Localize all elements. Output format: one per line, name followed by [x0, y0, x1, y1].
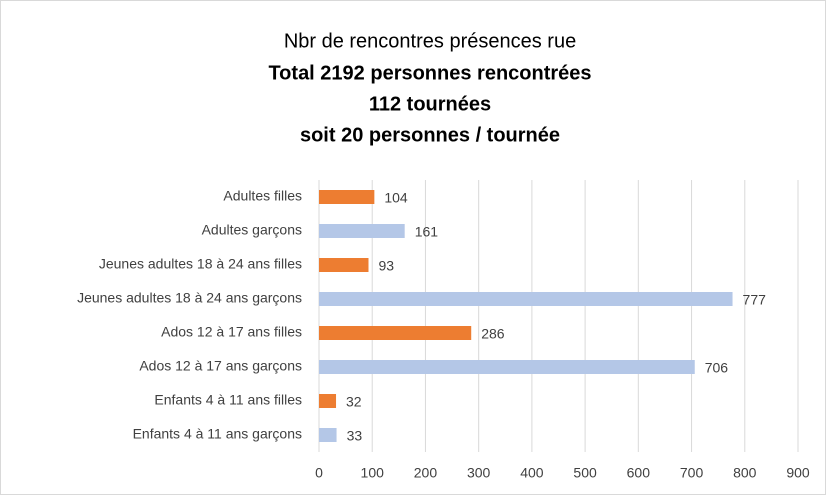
data-label: 93 [378, 258, 394, 274]
y-tick-label: Jeunes adultes 18 à 24 ans filles [99, 256, 302, 272]
chart-subtitle: soit 20 personnes / tournée [300, 124, 560, 146]
data-label: 104 [384, 190, 408, 206]
y-tick-label: Adultes garçons [202, 222, 302, 238]
bar [319, 326, 472, 340]
x-tick-label: 900 [786, 465, 810, 481]
data-label: 286 [481, 326, 505, 342]
bar [319, 224, 405, 238]
bar [319, 258, 369, 272]
bar [319, 394, 337, 408]
y-tick-label: Ados 12 à 17 ans filles [161, 324, 302, 340]
data-label: 161 [415, 224, 439, 240]
bar [319, 292, 733, 306]
x-tick-label: 100 [361, 465, 385, 481]
bar [319, 190, 375, 204]
data-label: 32 [346, 394, 362, 410]
data-label: 33 [347, 428, 363, 444]
y-tick-label: Enfants 4 à 11 ans filles [154, 392, 302, 408]
x-tick-label: 700 [680, 465, 704, 481]
y-tick-label: Adultes filles [223, 188, 302, 204]
chart-title: Nbr de rencontres présences rue [284, 30, 576, 52]
x-tick-label: 0 [315, 465, 323, 481]
x-tick-label: 500 [573, 465, 597, 481]
bar [319, 360, 695, 374]
x-tick-label: 800 [733, 465, 757, 481]
data-label: 706 [705, 360, 729, 376]
x-tick-label: 400 [520, 465, 544, 481]
data-label: 777 [743, 292, 767, 308]
y-tick-label: Jeunes adultes 18 à 24 ans garçons [77, 290, 302, 306]
x-tick-label: 600 [627, 465, 651, 481]
chart-subtitle: Total 2192 personnes rencontrées [268, 62, 591, 84]
y-tick-label: Ados 12 à 17 ans garçons [139, 358, 302, 374]
chart-subtitle: 112 tournées [369, 93, 491, 115]
bar [319, 428, 337, 442]
x-tick-label: 200 [414, 465, 438, 481]
x-tick-label: 300 [467, 465, 491, 481]
y-tick-label: Enfants 4 à 11 ans garçons [133, 426, 302, 442]
